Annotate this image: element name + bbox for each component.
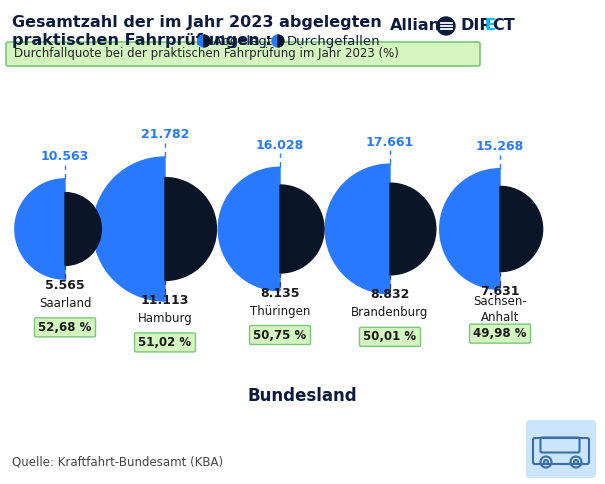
Wedge shape (165, 178, 217, 280)
FancyBboxPatch shape (526, 420, 596, 478)
Text: CT: CT (492, 18, 515, 33)
Wedge shape (65, 193, 102, 265)
Text: 51,02 %: 51,02 % (139, 336, 192, 349)
FancyBboxPatch shape (6, 42, 480, 66)
Wedge shape (204, 35, 210, 47)
Wedge shape (280, 185, 324, 273)
Text: Saarland: Saarland (39, 297, 91, 310)
Text: 10.563: 10.563 (41, 151, 89, 164)
FancyBboxPatch shape (34, 318, 96, 337)
Text: 11.113: 11.113 (141, 294, 189, 307)
Wedge shape (15, 179, 65, 279)
FancyBboxPatch shape (249, 326, 310, 345)
Circle shape (437, 17, 455, 35)
Wedge shape (390, 183, 436, 275)
Text: 8.832: 8.832 (370, 288, 410, 302)
Text: Quelle: Kraftfahrt-Bundesamt (KBA): Quelle: Kraftfahrt-Bundesamt (KBA) (12, 455, 223, 469)
Text: Sachsen-
Anhalt: Sachsen- Anhalt (473, 295, 527, 324)
Text: 50,75 %: 50,75 % (253, 329, 307, 342)
Wedge shape (500, 186, 543, 272)
Wedge shape (93, 157, 165, 301)
FancyBboxPatch shape (469, 324, 531, 343)
Text: Thüringen: Thüringen (250, 304, 310, 318)
Text: 16.028: 16.028 (256, 139, 304, 152)
Text: 17.661: 17.661 (366, 136, 414, 149)
Text: 50,01 %: 50,01 % (364, 331, 417, 343)
Text: 8.135: 8.135 (260, 287, 299, 300)
Text: DIR: DIR (460, 18, 492, 33)
Text: Bundesland: Bundesland (247, 387, 357, 405)
Text: Gesamtzahl der im Jahr 2023 abgelegten: Gesamtzahl der im Jahr 2023 abgelegten (12, 15, 382, 30)
Wedge shape (198, 35, 204, 47)
Text: 52,68 %: 52,68 % (38, 321, 92, 334)
FancyBboxPatch shape (359, 327, 420, 347)
Text: E: E (484, 18, 495, 33)
Text: Brandenburg: Brandenburg (352, 306, 429, 319)
Wedge shape (278, 35, 284, 47)
Wedge shape (218, 167, 280, 291)
Text: Hamburg: Hamburg (137, 312, 192, 325)
Text: Durchgefallen: Durchgefallen (287, 34, 381, 47)
Wedge shape (325, 164, 390, 294)
Text: 21.782: 21.782 (141, 128, 189, 141)
Text: Abgelegt: Abgelegt (213, 34, 273, 47)
FancyBboxPatch shape (134, 333, 195, 352)
Text: 15.268: 15.268 (476, 140, 524, 153)
Text: 5.565: 5.565 (45, 279, 85, 292)
Wedge shape (272, 35, 278, 47)
Text: praktischen Fahrprüfungen :: praktischen Fahrprüfungen : (12, 33, 272, 48)
Text: Allianz: Allianz (390, 18, 451, 33)
Text: 7.631: 7.631 (480, 285, 520, 298)
Wedge shape (440, 169, 500, 289)
Text: Durchfallquote bei der praktischen Fahrprüfung im Jahr 2023 (%): Durchfallquote bei der praktischen Fahrp… (14, 47, 399, 60)
Text: 49,98 %: 49,98 % (473, 327, 527, 340)
